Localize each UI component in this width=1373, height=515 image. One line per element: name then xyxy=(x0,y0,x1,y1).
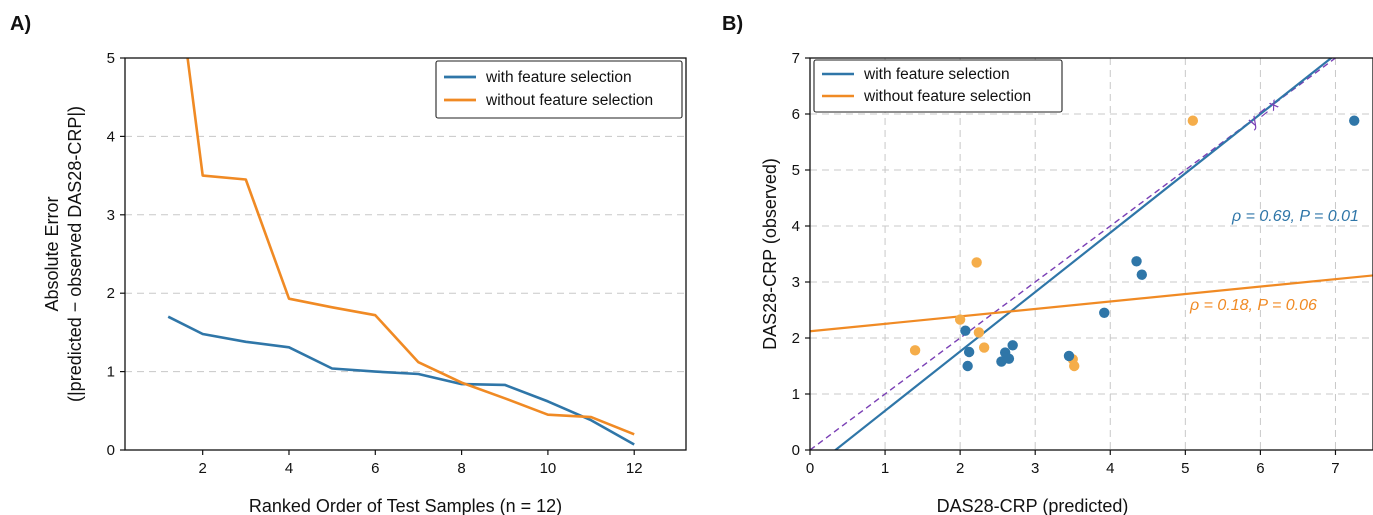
x-tick-label: 4 xyxy=(1106,460,1114,477)
x-tick-label: 2 xyxy=(956,460,964,477)
x-tick-label: 10 xyxy=(540,460,557,477)
y-tick-label: 2 xyxy=(107,285,115,302)
fit-line-without-feature-selection xyxy=(810,274,1373,333)
y-tick-label: 4 xyxy=(792,218,800,235)
x-tick-label: 8 xyxy=(457,460,465,477)
data-point-with-feature-selection xyxy=(963,346,975,358)
series-line-without-feature-selection xyxy=(186,57,635,436)
y-tick-label: 2 xyxy=(792,330,800,347)
data-point-with-feature-selection xyxy=(1063,350,1075,362)
y-tick-label: 4 xyxy=(107,128,115,145)
data-point-with-feature-selection xyxy=(1099,307,1110,318)
x-axis-label: DAS28-CRP (predicted) xyxy=(937,496,1129,515)
y-tick-label: 5 xyxy=(107,50,115,67)
legend-label-without: without feature selection xyxy=(485,92,653,109)
data-point-without-feature-selection xyxy=(978,342,990,353)
y-axis-label-line2: (|predicted − observed DAS28-CRP|) xyxy=(65,106,85,402)
y-axis-label-line1: Absolute Error xyxy=(42,196,62,311)
plot-area xyxy=(810,58,1373,450)
fit-annotation-without: ρ = 0.18, P = 0.06 xyxy=(1189,297,1317,314)
data-point-with-feature-selection xyxy=(1131,256,1142,267)
x-tick-label: 4 xyxy=(285,460,293,477)
legend-label-with: with feature selection xyxy=(863,66,1010,83)
y-tick-label: 0 xyxy=(792,442,800,459)
x-tick-label: 6 xyxy=(1256,460,1264,477)
y-tick-label: 1 xyxy=(107,364,115,381)
series-line-with-feature-selection xyxy=(167,315,635,446)
data-point-with-feature-selection xyxy=(962,360,973,372)
y-axis-label: DAS28-CRP (observed) xyxy=(760,158,780,350)
panel-label: A) xyxy=(10,13,31,35)
legend-box xyxy=(435,60,683,119)
legend-label-without: without feature selection xyxy=(863,88,1031,105)
data-point-without-feature-selection xyxy=(1187,115,1199,126)
y-tick-label: 3 xyxy=(107,207,115,224)
x-tick-label: 2 xyxy=(199,460,207,477)
y-tick-label: 7 xyxy=(792,50,800,67)
x-tick-label: 7 xyxy=(1331,460,1339,477)
data-point-without-feature-selection xyxy=(971,257,982,268)
x-tick-label: 1 xyxy=(881,460,889,477)
data-point-without-feature-selection xyxy=(973,327,985,338)
x-tick-label: 3 xyxy=(1031,460,1039,477)
data-point-with-feature-selection xyxy=(1349,115,1360,126)
fit-line-with-feature-selection xyxy=(833,58,1333,450)
y-tick-label: 1 xyxy=(792,386,800,403)
x-tick-label: 6 xyxy=(371,460,379,477)
data-point-without-feature-selection xyxy=(909,345,921,356)
y-tick-label: 3 xyxy=(792,274,800,291)
x-tick-label: 5 xyxy=(1181,460,1189,477)
plot-frame xyxy=(124,57,687,451)
plot-frame xyxy=(809,57,1373,451)
y-tick-label: 6 xyxy=(792,106,800,123)
data-point-without-feature-selection xyxy=(1069,360,1080,372)
y-tick-label: 0 xyxy=(107,442,115,459)
legend-box xyxy=(813,59,1063,113)
data-point-with-feature-selection xyxy=(1007,340,1018,351)
legend-label-with: with feature selection xyxy=(485,69,632,86)
data-point-with-feature-selection xyxy=(960,325,971,336)
y-tick-label: 5 xyxy=(792,162,800,179)
data-point-with-feature-selection xyxy=(1003,353,1015,364)
panel-label: B) xyxy=(722,13,743,35)
x-tick-label: 12 xyxy=(626,460,643,477)
x-axis-label: Ranked Order of Test Samples (n = 12) xyxy=(249,496,562,515)
x-tick-label: 0 xyxy=(806,460,814,477)
fit-annotation-with: ρ = 0.69, P = 0.01 xyxy=(1231,208,1359,225)
data-point-without-feature-selection xyxy=(954,314,966,325)
data-point-with-feature-selection xyxy=(1136,269,1147,280)
